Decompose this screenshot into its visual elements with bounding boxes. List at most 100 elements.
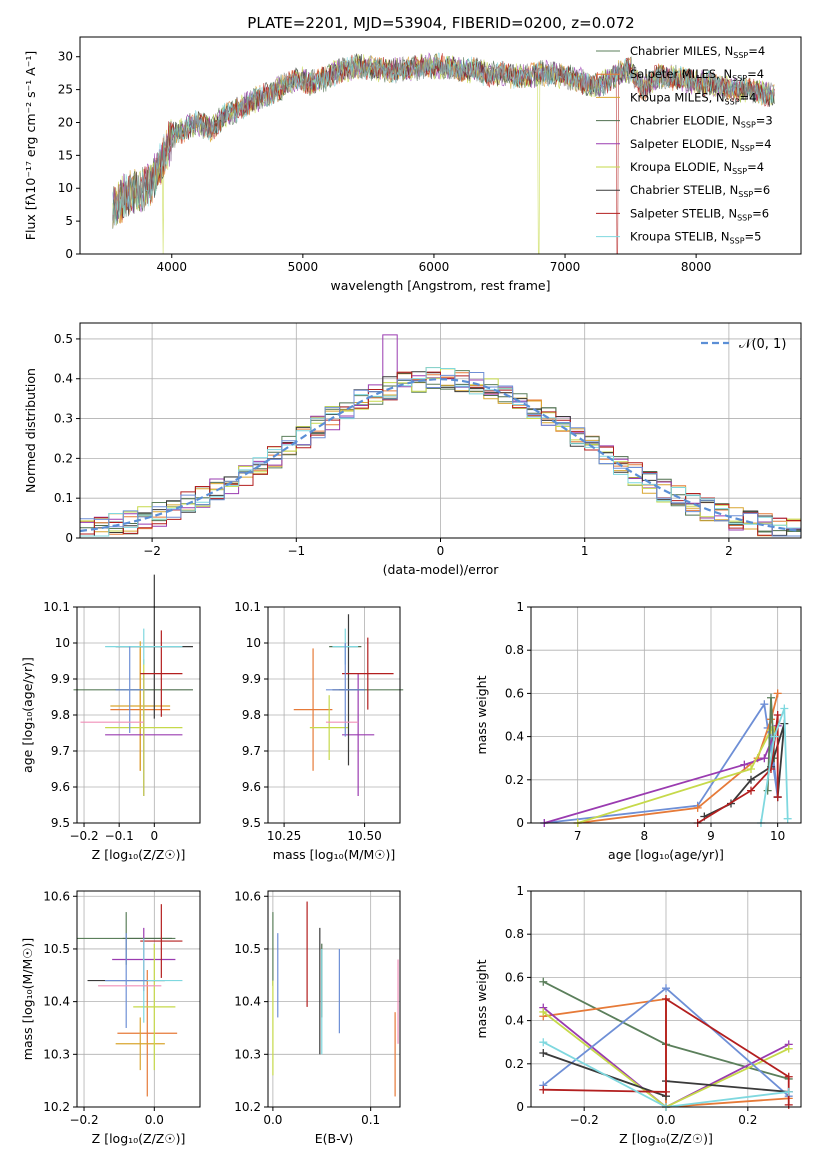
x-tick-label: 0.0 (656, 1113, 675, 1127)
x-tick-label: −1 (287, 544, 305, 558)
y-tick-label: 10 (246, 636, 261, 650)
y-tick-label: 0.1 (54, 491, 73, 505)
y-tick-label: 0 (516, 816, 524, 830)
series-marker (780, 704, 789, 713)
legend-label: Salpeter MILES, NSSP=4 (630, 67, 764, 83)
series-marker (760, 700, 769, 709)
y-tick-label: 0.2 (54, 451, 73, 465)
y-tick-label: 10.4 (234, 995, 261, 1009)
axes-frame (530, 606, 802, 824)
y-tick-label: 0.2 (505, 773, 524, 787)
y-axis-label: Flux [fλ10⁻¹⁷ erg cm⁻² s⁻¹ A⁻¹] (23, 51, 38, 240)
x-axis-label: Z [log₁₀(Z/Z☉)] (92, 1131, 186, 1146)
series-marker (767, 765, 775, 773)
series-marker (539, 1049, 548, 1057)
axes-frame (267, 606, 401, 824)
y-tick-label: 10.6 (43, 889, 70, 903)
x-tick-label: −0.2 (69, 829, 98, 843)
series-marker (539, 1007, 548, 1016)
x-tick-label: 0.0 (145, 1113, 164, 1127)
panel-7: −0.2 0.0 0.2 0 0.2 0.4 0.6 0.8 1 Z [log₁₀(Z/Z☉)] m… (474, 884, 802, 1146)
y-tick-label: 10.3 (43, 1047, 70, 1061)
series-marker (784, 1100, 793, 1109)
series-marker (783, 814, 792, 823)
series-marker (773, 689, 782, 698)
legend-label: Kroupa ELODIE, NSSP=4 (630, 160, 764, 176)
panel-6: 0.0 0.1 10.2 10.3 10.4 10.5 10.6 E(B-V) (234, 889, 401, 1146)
y-tick-label: 10.6 (234, 889, 261, 903)
panel-4: 7 8 9 10 0 0.2 0.4 0.6 0.8 1 age [log₁₀(age/yr)] ma… (474, 600, 802, 862)
x-tick-label: 0.2 (738, 1113, 757, 1127)
x-axis-label: Z [log₁₀(Z/Z☉)] (619, 1131, 713, 1146)
y-tick-label: 0.5 (54, 332, 73, 346)
series-marker (773, 793, 782, 802)
y-tick-label: 0.2 (505, 1057, 524, 1071)
y-tick-label: 0 (516, 1100, 524, 1114)
series-marker (773, 711, 782, 719)
axes-frame (530, 890, 802, 1108)
series-marker (763, 786, 772, 795)
series-marker (662, 995, 670, 1003)
series-marker (770, 732, 779, 741)
y-axis-label: mass weight (474, 959, 489, 1038)
y-tick-label: 0.4 (54, 372, 73, 386)
series-line (697, 714, 779, 824)
y-axis-label: mass [log₁₀(M/M☉)] (20, 938, 35, 1060)
histogram-step (80, 372, 801, 537)
x-axis-label: (data-model)/error (383, 562, 500, 577)
legend-label: Salpeter ELODIE, NSSP=4 (630, 137, 772, 153)
y-tick-label: 0 (65, 531, 73, 545)
y-tick-label: 15 (58, 148, 73, 162)
axes-frame (267, 890, 401, 1108)
x-tick-label: 5000 (288, 260, 319, 274)
x-tick-label: 0.1 (361, 1113, 380, 1127)
panel-1: −2 −1 0 1 2 0 0.1 0.2 0.3 0.4 0.5 (data-model)/erro… (23, 322, 802, 577)
legend-label: Chabrier STELIB, NSSP=6 (630, 183, 770, 199)
y-tick-label: 9.5 (242, 816, 261, 830)
x-tick-label: 1 (581, 544, 589, 558)
series-marker (662, 1087, 670, 1096)
x-tick-label: 8 (641, 829, 649, 843)
y-axis-label: mass weight (474, 675, 489, 754)
series-line (760, 708, 789, 824)
y-tick-label: 10.5 (43, 942, 70, 956)
series-marker (662, 984, 670, 993)
y-tick-label: 10.1 (234, 600, 261, 614)
y-tick-label: 9.6 (242, 780, 261, 794)
x-tick-label: 0.0 (263, 1113, 282, 1127)
y-tick-label: 0.8 (505, 927, 524, 941)
series-marker (693, 803, 702, 812)
y-tick-label: 1 (516, 600, 524, 614)
y-tick-label: 25 (58, 83, 73, 97)
y-tick-label: 9.6 (51, 780, 70, 794)
x-tick-label: 6000 (419, 260, 450, 274)
y-tick-label: 9.9 (242, 672, 261, 686)
y-tick-label: 10.5 (234, 942, 261, 956)
axes-frame (76, 890, 201, 1108)
axes-frame (79, 36, 802, 255)
axes-frame (76, 606, 201, 824)
y-tick-label: 10.1 (43, 600, 70, 614)
x-axis-label: Z [log₁₀(Z/Z☉)] (92, 847, 186, 862)
series-marker (767, 693, 775, 702)
y-tick-label: 5 (65, 214, 73, 228)
y-tick-label: 9.7 (242, 744, 261, 758)
x-tick-label: 0 (150, 829, 158, 843)
y-tick-label: 9.8 (51, 708, 70, 722)
series-line (544, 725, 779, 824)
y-tick-label: 9.8 (242, 708, 261, 722)
x-tick-label: 9 (707, 829, 715, 843)
y-tick-label: 10.2 (43, 1100, 70, 1114)
series-marker (539, 1085, 548, 1094)
y-tick-label: 0.4 (505, 730, 524, 744)
x-tick-label: 4000 (156, 260, 187, 274)
x-tick-label: −0.2 (570, 1113, 599, 1127)
legend-label: 𝒩(0, 1) (739, 337, 786, 352)
x-tick-label: −2 (143, 544, 161, 558)
legend-label: Chabrier MILES, NSSP=4 (630, 44, 765, 60)
x-tick-label: 7000 (550, 260, 581, 274)
x-axis-label: wavelength [Angstrom, rest frame] (330, 278, 550, 293)
y-tick-label: 0.6 (505, 970, 524, 984)
legend-label: Salpeter STELIB, NSSP=6 (630, 206, 769, 222)
